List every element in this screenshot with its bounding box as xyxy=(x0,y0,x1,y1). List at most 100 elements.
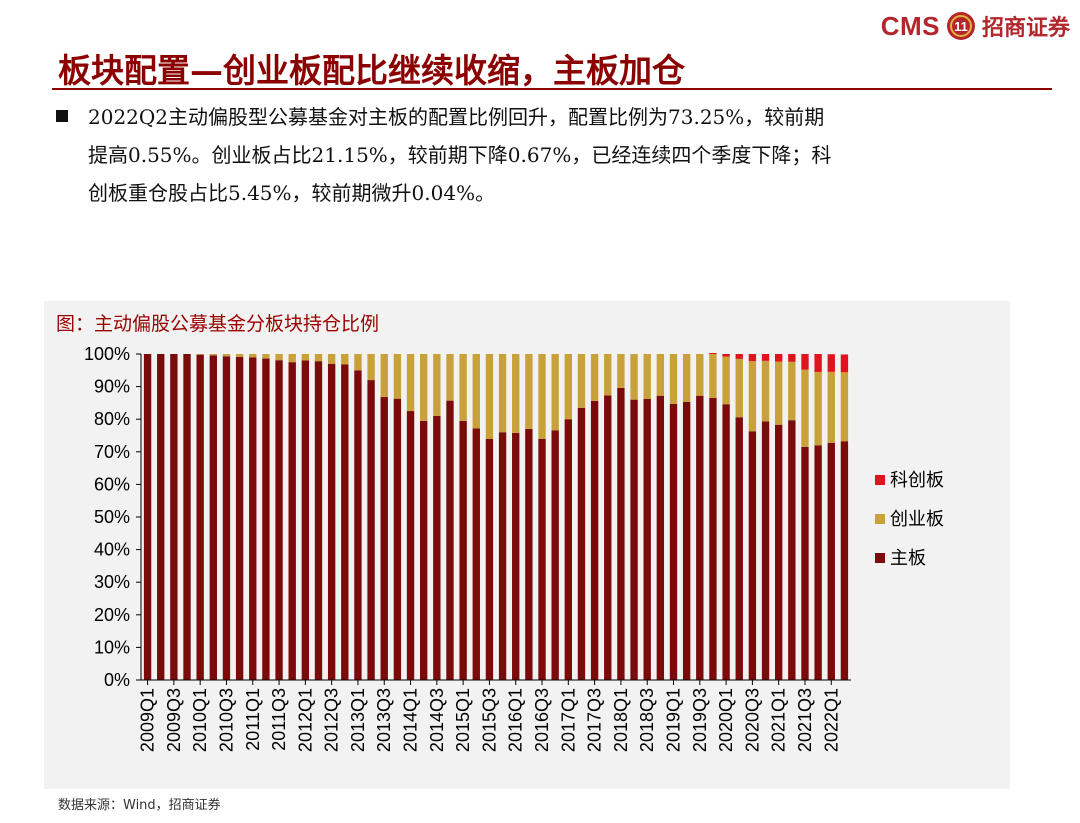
x-tick-label: 2014Q1 xyxy=(401,688,421,752)
x-tick-label: 2011Q3 xyxy=(269,688,289,751)
bar-main-2022Q1 xyxy=(827,442,835,680)
bar-main-2013Q3 xyxy=(380,397,388,680)
bar-main-2010Q2 xyxy=(209,355,217,680)
bar-main-2011Q3 xyxy=(275,360,283,680)
x-tick-label: 2012Q3 xyxy=(322,688,342,752)
bar-main-2019Q1 xyxy=(669,403,678,680)
legend-label: 创业板 xyxy=(890,509,944,530)
bar-chinext-2016Q1 xyxy=(512,354,520,433)
bar-chinext-2010Q3 xyxy=(222,354,231,357)
y-tick-label: 50% xyxy=(94,507,130,527)
y-tick-label: 20% xyxy=(94,605,130,625)
bar-main-2021Q3 xyxy=(801,446,809,680)
x-tick-label: 2011Q1 xyxy=(243,688,263,751)
bar-main-2013Q2 xyxy=(367,380,375,680)
bar-main-2013Q4 xyxy=(393,398,402,680)
x-tick-label: 2017Q3 xyxy=(585,688,605,752)
legend-label: 主板 xyxy=(890,548,926,569)
bar-chinext-2016Q4 xyxy=(551,354,559,431)
bar-star-2022Q2 xyxy=(840,354,849,373)
bar-main-2019Q4 xyxy=(709,398,717,680)
bar-chinext-2022Q1 xyxy=(827,371,835,443)
y-tick-label: 100% xyxy=(84,344,130,364)
y-tick-label: 40% xyxy=(94,540,130,560)
bar-chinext-2010Q1 xyxy=(196,354,204,355)
bar-main-2012Q1 xyxy=(301,360,310,680)
bullet-paragraph: 2022Q2主动偏股型公募基金对主板的配置比例回升，配置比例为73.25%，较前… xyxy=(88,98,1043,212)
bar-main-2012Q2 xyxy=(314,361,323,680)
bar-chinext-2016Q2 xyxy=(525,354,533,429)
x-tick-label: 2014Q3 xyxy=(427,688,447,752)
x-tick-label: 2020Q3 xyxy=(742,688,762,752)
bullet-square-icon xyxy=(56,110,68,122)
bar-chinext-2014Q3 xyxy=(433,354,441,416)
logo-mark-icon: 11 xyxy=(946,12,975,40)
bar-chinext-2017Q3 xyxy=(590,354,599,401)
bar-main-2010Q1 xyxy=(196,354,204,680)
x-tick-label: 2020Q1 xyxy=(716,688,736,752)
bullet-line-2: 提高0.55%。创业板占比21.15%，较前期下降0.67%，已经连续四个季度下… xyxy=(88,143,832,167)
source-note: 数据来源：Wind，招商证券 xyxy=(58,798,221,813)
bar-main-2017Q1 xyxy=(564,419,572,680)
bar-main-2016Q2 xyxy=(525,428,533,680)
bar-chinext-2019Q3 xyxy=(696,354,704,396)
bar-main-2016Q3 xyxy=(538,438,546,680)
bar-chinext-2012Q3 xyxy=(327,354,336,364)
bar-star-2021Q3 xyxy=(801,354,809,370)
bar-main-2009Q4 xyxy=(183,354,191,680)
bar-main-2012Q3 xyxy=(327,363,336,680)
x-tick-label: 2021Q3 xyxy=(795,688,815,752)
x-tick-label: 2013Q3 xyxy=(374,688,394,752)
x-tick-label: 2013Q1 xyxy=(348,688,368,752)
bar-chinext-2015Q1 xyxy=(459,354,467,421)
y-tick-label: 90% xyxy=(94,377,130,397)
bar-chinext-2016Q3 xyxy=(538,354,546,439)
legend-swatch xyxy=(875,553,885,563)
bar-main-2009Q3 xyxy=(170,354,178,680)
bar-main-2010Q3 xyxy=(222,356,231,680)
bar-chinext-2015Q2 xyxy=(472,354,480,429)
bar-main-2009Q1 xyxy=(143,354,152,680)
bar-chinext-2019Q4 xyxy=(709,354,717,399)
bar-chinext-2018Q1 xyxy=(617,354,625,388)
y-tick-label: 10% xyxy=(94,637,130,657)
cms-logo: CMS 11 招商证券 xyxy=(881,8,1070,44)
bar-chinext-2011Q4 xyxy=(288,354,296,363)
bar-chinext-2010Q2 xyxy=(209,354,217,356)
x-tick-label: 2009Q3 xyxy=(164,688,184,752)
bar-main-2011Q1 xyxy=(249,357,257,680)
bar-main-2019Q3 xyxy=(696,395,704,680)
bar-chinext-2013Q1 xyxy=(354,354,362,371)
bar-chinext-2013Q2 xyxy=(367,354,375,381)
y-tick-label: 30% xyxy=(94,572,130,592)
bar-chinext-2020Q3 xyxy=(748,361,757,432)
bar-main-2013Q1 xyxy=(354,370,362,680)
bar-chinext-2018Q4 xyxy=(656,354,665,396)
bar-main-2015Q2 xyxy=(472,428,480,680)
bar-star-2020Q3 xyxy=(748,354,757,362)
bar-main-2020Q4 xyxy=(761,421,770,680)
bar-star-2020Q4 xyxy=(761,354,770,361)
x-tick-label: 2016Q3 xyxy=(532,688,552,752)
bar-main-2020Q1 xyxy=(722,404,730,680)
x-tick-label: 2009Q1 xyxy=(138,688,158,752)
bar-chinext-2018Q3 xyxy=(643,354,651,399)
bar-main-2016Q1 xyxy=(512,432,520,680)
bar-chinext-2012Q2 xyxy=(314,354,323,362)
bar-main-2011Q2 xyxy=(262,358,270,680)
bar-chinext-2011Q2 xyxy=(262,354,270,359)
logo-badge: 11 xyxy=(954,19,968,34)
bar-chinext-2017Q1 xyxy=(564,354,572,420)
bullet-line-3: 创板重仓股占比5.45%，较前期微升0.04%。 xyxy=(88,181,496,205)
page-title: 板块配置—创业板配比继续收缩，主板加仓 xyxy=(58,51,685,90)
x-tick-label: 2022Q1 xyxy=(821,688,841,752)
bar-main-2018Q4 xyxy=(656,395,665,680)
bar-main-2021Q4 xyxy=(814,445,822,680)
bar-main-2018Q1 xyxy=(617,387,625,680)
stacked-bar-chart: 0% 10% 20% 30% 40% 50% 60% 70% 80% 90% 100% 2009Q1 2… xyxy=(84,344,944,752)
bar-chinext-2021Q1 xyxy=(775,361,783,425)
bar-main-2014Q4 xyxy=(446,400,454,680)
bar-main-2011Q4 xyxy=(288,362,296,680)
bar-main-2017Q3 xyxy=(590,400,599,680)
bar-chinext-2018Q2 xyxy=(630,354,638,400)
